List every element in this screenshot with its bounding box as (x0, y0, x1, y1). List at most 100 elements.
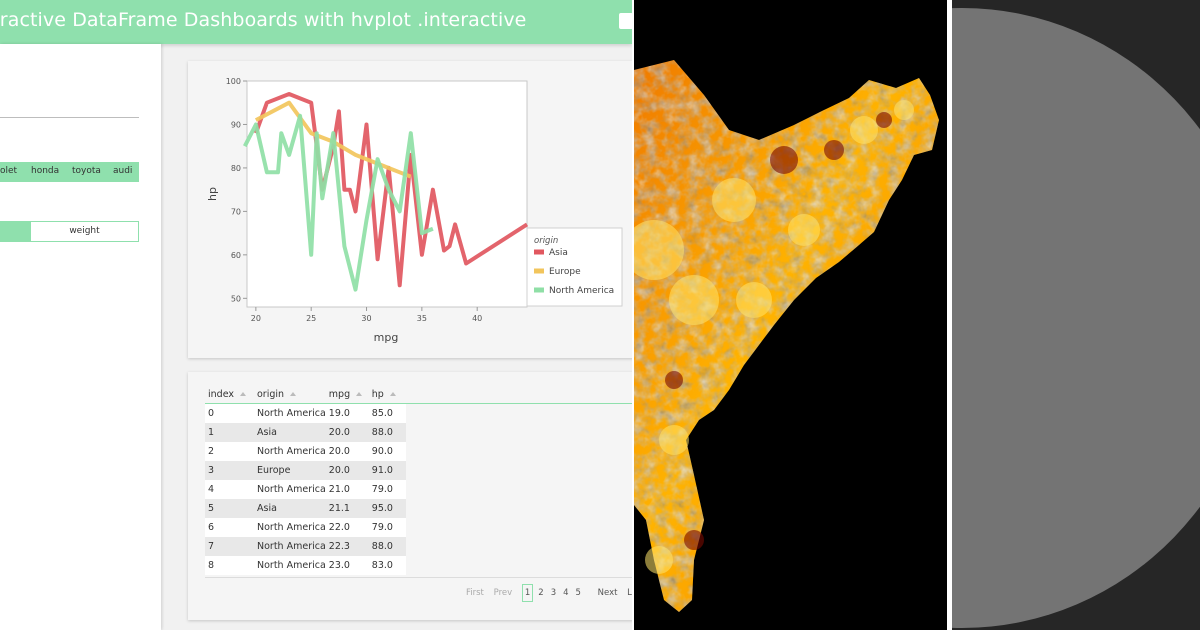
table-row[interactable]: 7 North America 22.3 88.0 (205, 537, 406, 556)
sort-icon[interactable] (290, 392, 297, 396)
right-panel (952, 0, 1200, 630)
pager-page[interactable]: 1 (521, 584, 534, 602)
x-tick-label: 25 (306, 314, 316, 323)
east-coast-map-image (634, 60, 939, 612)
table-cell-index: 0 (205, 403, 254, 423)
x-tick-label: 20 (251, 314, 261, 323)
table-row[interactable]: 1 Asia 20.0 88.0 (205, 423, 406, 442)
table-cell-mpg: 22.3 (325, 537, 369, 556)
table-cell-mpg: 20.0 (325, 461, 369, 480)
table-footer-rule (205, 577, 632, 578)
pager-prev[interactable]: Prev (493, 588, 513, 598)
x-tick-label: 40 (472, 314, 482, 323)
pager-page[interactable]: 3 (550, 588, 557, 598)
column-header-mpg[interactable]: mpg (325, 385, 369, 404)
pager-page[interactable]: 2 (538, 588, 544, 598)
manufacturer-option[interactable]: toyota (72, 166, 101, 176)
pager-page[interactable]: 5 (575, 588, 581, 598)
series-line-north-america[interactable] (243, 113, 434, 292)
manufacturer-option[interactable]: honda (31, 166, 60, 176)
table-cell-index: 4 (205, 480, 254, 499)
table-cell-mpg: 19.0 (325, 403, 369, 423)
manufacturer-option[interactable]: audi (113, 166, 133, 176)
sidebar: olet honda toyota audi weight (0, 44, 161, 630)
sort-icon[interactable] (356, 392, 363, 396)
table-header-rule (205, 403, 632, 404)
table-cell-index: 7 (205, 537, 254, 556)
header-menu-button[interactable] (619, 13, 632, 29)
pager-first[interactable]: First (466, 588, 484, 598)
gray-disc (952, 8, 1200, 628)
table-cell-hp: 79.0 (368, 518, 406, 537)
table-cell-hp: 88.0 (368, 537, 406, 556)
legend-entry[interactable]: Asia (549, 248, 568, 258)
table-cell-origin: North America (254, 518, 326, 537)
table-cell-hp: 85.0 (368, 403, 406, 423)
legend-entry[interactable]: Europe (549, 267, 581, 277)
table-cell-index: 8 (205, 556, 254, 575)
legend-entry[interactable]: North America (549, 286, 614, 296)
table-cell-mpg: 20.0 (325, 423, 369, 442)
table-cell-index: 6 (205, 518, 254, 537)
table-row[interactable]: 3 Europe 20.0 91.0 (205, 461, 406, 480)
series-line-asia[interactable] (254, 92, 529, 288)
table-cell-origin: Asia (254, 423, 326, 442)
table-cell-hp: 95.0 (368, 499, 406, 518)
x-tick-label: 30 (361, 314, 371, 323)
pager-last[interactable]: L (627, 588, 632, 598)
table-cell-origin: North America (254, 556, 326, 575)
sort-icon[interactable] (389, 392, 396, 396)
table-cell-origin: North America (254, 537, 326, 556)
manufacturer-option[interactable]: olet (0, 166, 18, 176)
table-cell-origin: North America (254, 403, 326, 423)
dashboard: eractive DataFrame Dashboards with hvplo… (0, 0, 632, 630)
table-cell-hp: 90.0 (368, 442, 406, 461)
y-tick-label: 90 (231, 120, 241, 129)
table-row[interactable]: 5 Asia 21.1 95.0 (205, 499, 406, 518)
table-cell-index: 1 (205, 423, 254, 442)
table-cell-hp: 83.0 (368, 556, 406, 575)
table-cell-origin: North America (254, 480, 326, 499)
column-header-origin[interactable]: origin (254, 385, 326, 404)
table-row[interactable]: 8 North America 23.0 83.0 (205, 556, 406, 575)
hp-vs-mpg-line-chart[interactable]: 20 25 30 35 40 50 60 70 80 90 100 mpg hp origin As… (188, 61, 632, 358)
table-cell-hp: 88.0 (368, 423, 406, 442)
y-tick-label: 70 (231, 207, 241, 216)
table-cell-index: 2 (205, 442, 254, 461)
pager-next[interactable]: Next (597, 588, 618, 598)
pager-page[interactable]: 4 (563, 588, 569, 598)
population-heat-map (634, 0, 947, 630)
toggle-option-selected[interactable] (1, 222, 31, 241)
table-cell-mpg: 21.0 (325, 480, 369, 499)
sidebar-divider (0, 117, 139, 118)
column-header-index[interactable]: index (205, 385, 254, 404)
table-cell-index: 5 (205, 499, 254, 518)
y-tick-label: 50 (231, 294, 241, 303)
legend-title: origin (534, 236, 558, 246)
table-cell-hp: 91.0 (368, 461, 406, 480)
table-cell-mpg: 21.1 (325, 499, 369, 518)
series-line-europe[interactable] (254, 100, 412, 179)
table-card: index origin mpg hp 0 North America 19.0 85.0 1… (188, 372, 632, 620)
table-row[interactable]: 2 North America 20.0 90.0 (205, 442, 406, 461)
table-cell-origin: Europe (254, 461, 326, 480)
table-cell-mpg: 20.0 (325, 442, 369, 461)
toggle-option-weight[interactable]: weight (69, 226, 100, 236)
table-cell-origin: Asia (254, 499, 326, 518)
table-cell-mpg: 22.0 (325, 518, 369, 537)
app-header: eractive DataFrame Dashboards with hvplo… (0, 0, 632, 44)
x-tick-label: 35 (417, 314, 427, 323)
table-row[interactable]: 6 North America 22.0 79.0 (205, 518, 406, 537)
plot-card: 20 25 30 35 40 50 60 70 80 90 100 mpg hp origin As… (188, 61, 632, 358)
table-row[interactable]: 0 North America 19.0 85.0 (205, 403, 406, 423)
table-cell-origin: North America (254, 442, 326, 461)
y-axis-title: hp (206, 187, 219, 201)
sort-icon[interactable] (240, 392, 246, 396)
y-axis-toggle: weight (0, 221, 139, 242)
table-cell-index: 3 (205, 461, 254, 480)
table-row[interactable]: 4 North America 21.0 79.0 (205, 480, 406, 499)
legend: origin Asia Europe North America (526, 227, 623, 307)
manufacturer-selector: olet honda toyota audi (0, 162, 139, 182)
column-header-hp[interactable]: hp (368, 385, 406, 404)
